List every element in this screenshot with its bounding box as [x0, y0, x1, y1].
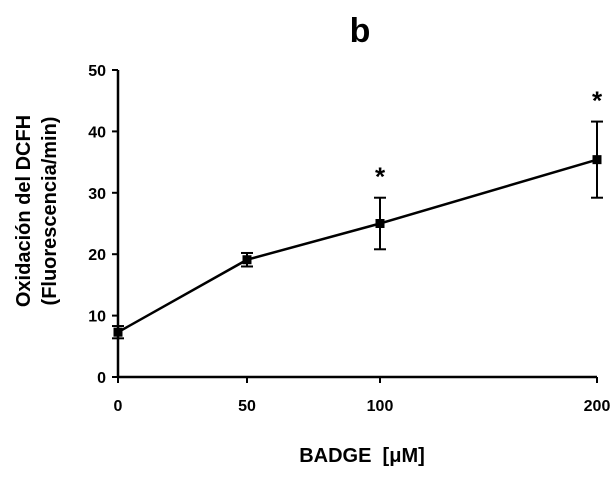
x-ticks: 0 50 100 200 [114, 377, 611, 415]
x-tick-label: 200 [584, 398, 611, 415]
y-tick-label: 40 [88, 124, 106, 141]
x-tick-label: 0 [114, 398, 123, 415]
y-tick-label: 30 [88, 186, 106, 203]
y-tick-label: 0 [97, 370, 106, 387]
data-point [113, 327, 123, 337]
x-axis-title: BADGE [μM] [299, 445, 425, 467]
series-line [117, 158, 598, 334]
y-tick-label: 10 [88, 309, 106, 326]
data-point [242, 255, 252, 265]
data-point [375, 219, 385, 228]
significance-marker: * [375, 162, 386, 192]
y-tick-label: 20 [88, 247, 106, 264]
y-axis-title-line-2: (Fluorescencia/min) [39, 117, 61, 306]
significance-marker: * [592, 86, 603, 116]
x-tick-label: 50 [238, 398, 256, 415]
series-layer: ** [112, 86, 603, 340]
y-ticks: 0 10 20 30 40 50 [88, 63, 118, 387]
chart-title: b [350, 12, 371, 50]
x-tick-label: 100 [367, 398, 394, 415]
y-axis-title-line-1: Oxidación del DCFH [13, 115, 35, 307]
y-tick-label: 50 [88, 63, 106, 80]
data-point [592, 155, 602, 165]
